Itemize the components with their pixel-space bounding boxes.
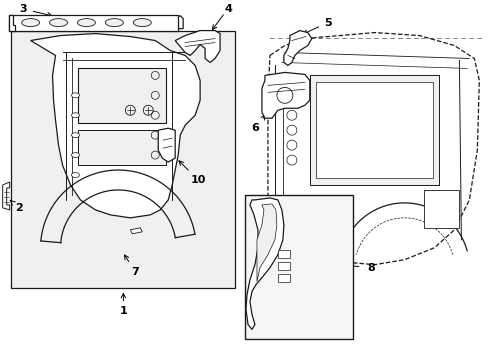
Polygon shape xyxy=(262,72,309,118)
Polygon shape xyxy=(11,15,183,28)
Polygon shape xyxy=(284,31,311,66)
Polygon shape xyxy=(130,228,142,234)
Polygon shape xyxy=(158,128,175,162)
Text: 1: 1 xyxy=(119,293,127,316)
Ellipse shape xyxy=(71,113,80,118)
Text: 2: 2 xyxy=(10,200,22,213)
Bar xyxy=(424,190,458,228)
Polygon shape xyxy=(2,182,10,210)
Bar xyxy=(309,75,439,185)
Ellipse shape xyxy=(133,19,151,27)
Bar xyxy=(277,262,289,270)
Polygon shape xyxy=(245,198,284,329)
Text: 4: 4 xyxy=(224,4,231,14)
Bar xyxy=(244,195,352,339)
Ellipse shape xyxy=(21,19,40,27)
Bar xyxy=(315,82,432,178)
Bar xyxy=(78,68,166,123)
Ellipse shape xyxy=(105,19,123,27)
Polygon shape xyxy=(256,204,276,282)
Polygon shape xyxy=(9,15,15,31)
Text: 8: 8 xyxy=(367,263,375,273)
Polygon shape xyxy=(31,33,200,218)
Bar xyxy=(11,31,235,288)
Bar xyxy=(277,274,289,282)
Polygon shape xyxy=(175,31,220,62)
Text: 6: 6 xyxy=(250,115,265,133)
Ellipse shape xyxy=(71,93,80,98)
Ellipse shape xyxy=(71,153,80,158)
Ellipse shape xyxy=(71,172,80,177)
Bar xyxy=(277,250,289,258)
Ellipse shape xyxy=(77,19,95,27)
Text: 5: 5 xyxy=(303,18,331,34)
Text: 10: 10 xyxy=(179,161,205,185)
Ellipse shape xyxy=(71,133,80,138)
Text: 9: 9 xyxy=(294,243,318,255)
Bar xyxy=(78,130,166,165)
Bar xyxy=(9,15,178,31)
Text: 3: 3 xyxy=(19,4,26,14)
Polygon shape xyxy=(267,32,478,265)
Text: 7: 7 xyxy=(124,255,139,276)
Ellipse shape xyxy=(49,19,67,27)
